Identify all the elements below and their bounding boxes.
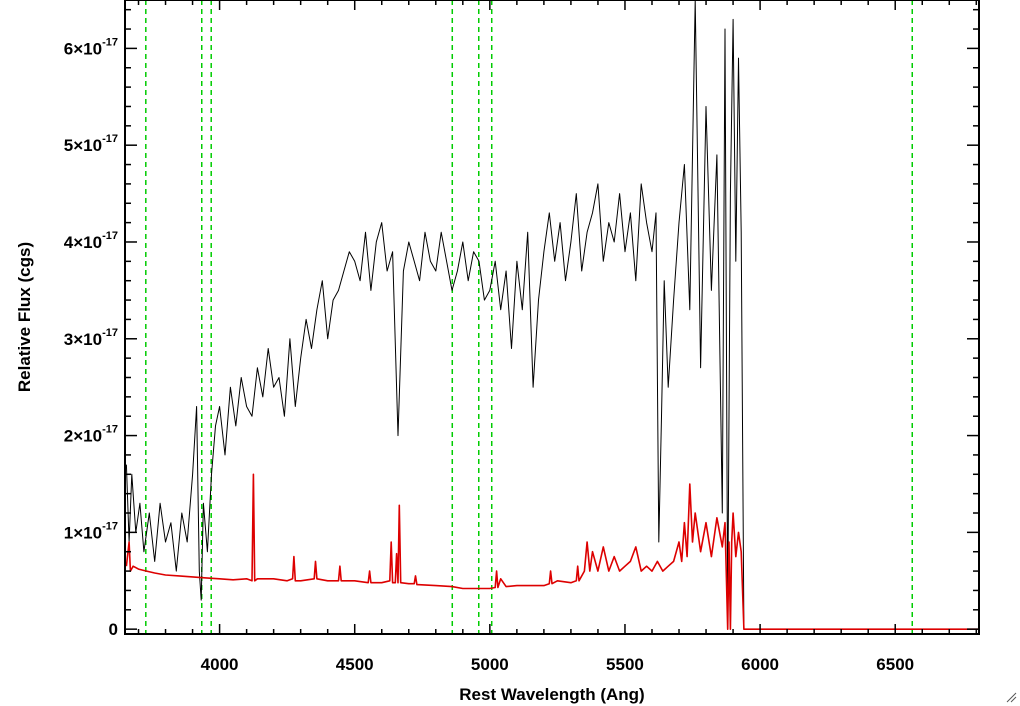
x-tick-label: 5000 <box>471 655 509 674</box>
spectrum-series <box>125 0 979 631</box>
y-axis-title: Relative Flux (cgs) <box>15 242 34 392</box>
y-tick-label: 6×10-17 <box>64 36 118 58</box>
x-tick-label: 6000 <box>741 655 779 674</box>
y-tick-label: 5×10-17 <box>64 133 118 155</box>
error-line <box>125 473 979 631</box>
y-tick-label: 0 <box>109 620 118 639</box>
x-tick-label: 4500 <box>336 655 374 674</box>
y-tick-label: 1×10-17 <box>64 520 118 542</box>
x-axis-title: Rest Wavelength (Ang) <box>459 685 644 704</box>
x-tick-label: 4000 <box>201 655 239 674</box>
x-tick-label: 5500 <box>606 655 644 674</box>
y-tick-label: 3×10-17 <box>64 327 118 349</box>
plot-frame <box>124 0 980 635</box>
emission-line-markers <box>145 0 913 634</box>
y-tick-label: 2×10-17 <box>64 424 118 446</box>
y-axis-ticks: 0 1×10-17 2×10-17 3×10-17 4×10-17 5×10-17 6×10… <box>64 8 979 639</box>
y-tick-label: 4×10-17 <box>64 230 118 252</box>
x-tick-label: 6500 <box>876 655 914 674</box>
x-axis-ticks: 4000 4500 5000 5500 6000 6500 <box>137 0 978 674</box>
resize-grip-icon[interactable] <box>1005 691 1017 703</box>
spectrum-line <box>125 0 979 630</box>
